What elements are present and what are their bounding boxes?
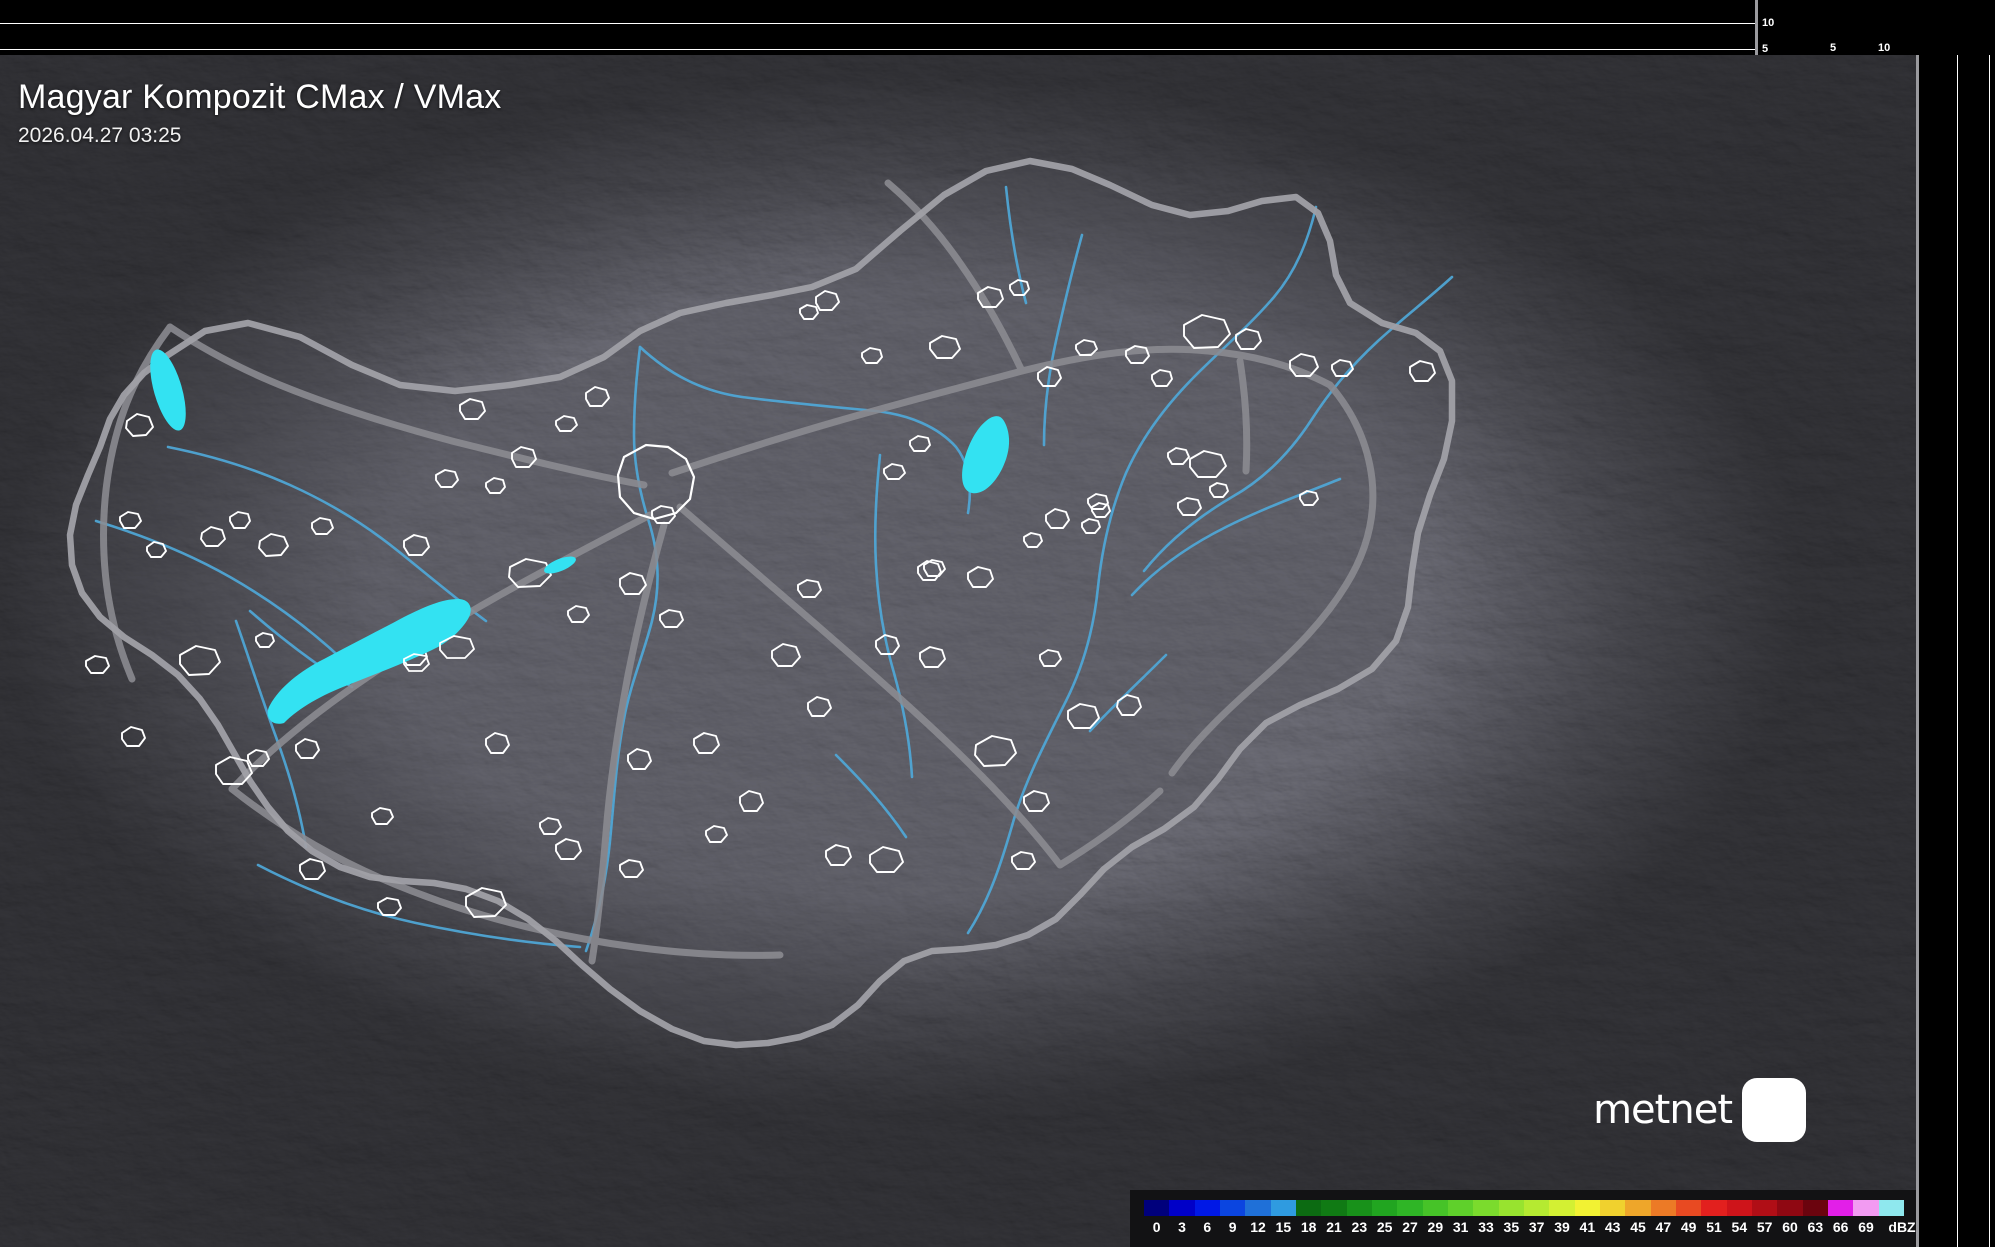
country-border (66, 157, 1456, 1049)
city-outline-layer (85, 279, 1436, 918)
dbz-swatch-45 (1625, 1200, 1651, 1216)
dbz-color-bar (1144, 1200, 1904, 1216)
dbz-tick-18: 18 (1300, 1219, 1317, 1235)
dbz-swatch-41 (1574, 1200, 1600, 1216)
corner-axis-label-h-10: 10 (1878, 42, 1891, 54)
dbz-swatch-12 (1245, 1200, 1271, 1216)
metnet-wordmark: metnet (1593, 1087, 1733, 1133)
dbz-unit-label: dBZ (1888, 1219, 1916, 1235)
dbz-tick-0: 0 (1152, 1219, 1161, 1235)
dbz-swatch-51 (1701, 1200, 1727, 1216)
dbz-tick-35: 35 (1503, 1219, 1520, 1235)
dbz-swatch-18 (1295, 1200, 1322, 1216)
corner-axis-label-v-5: 5 (1762, 43, 1769, 55)
dbz-swatch-max (1878, 1200, 1904, 1216)
corner-gridline-10 (0, 23, 1755, 24)
dbz-tick-23: 23 (1351, 1219, 1368, 1235)
map-vignette (0, 55, 1918, 1247)
title-block: Magyar Kompozit CMax / VMax 2026.04.27 0… (18, 77, 501, 149)
dbz-tick-41: 41 (1579, 1219, 1596, 1235)
lake-shore-towns (403, 635, 476, 672)
dbz-tick-51: 51 (1706, 1219, 1722, 1235)
dbz-tick-25: 25 (1376, 1219, 1393, 1235)
dbz-swatch-49 (1675, 1200, 1702, 1216)
dbz-swatch-47 (1650, 1200, 1676, 1216)
map-vector-layers (66, 157, 1456, 1049)
lake-ferto (150, 349, 186, 431)
dbz-swatch-54 (1726, 1200, 1752, 1216)
corner-axis-vertical (1755, 0, 1758, 55)
radar-map-canvas[interactable]: Magyar Kompozit CMax / VMax 2026.04.27 0… (0, 55, 1918, 1247)
dbz-swatch-15 (1270, 1200, 1296, 1216)
dbz-swatch-39 (1549, 1200, 1575, 1216)
dbz-swatch-0 (1144, 1200, 1170, 1216)
corner-gridline-h-10 (1989, 55, 1990, 1247)
metnet-app-badge[interactable] (1742, 1078, 1806, 1142)
dbz-swatch-57 (1751, 1200, 1778, 1216)
dbz-swatch-43 (1599, 1200, 1626, 1216)
corner-gridline-5 (0, 49, 1755, 50)
lake-tisza (962, 416, 1010, 494)
right-black-band (1918, 0, 1995, 1247)
timestamp-label: 2026.04.27 03:25 (18, 124, 182, 147)
dbz-swatch-9 (1219, 1200, 1246, 1216)
lake-layer (150, 349, 1010, 724)
dbz-tick-15: 15 (1275, 1219, 1292, 1235)
page-title: Magyar Kompozit CMax / VMax (18, 78, 502, 116)
dbz-tick-63: 63 (1807, 1219, 1824, 1235)
dbz-tick-54: 54 (1731, 1219, 1748, 1235)
dbz-tick-49: 49 (1680, 1219, 1697, 1235)
dbz-swatch-29 (1422, 1200, 1448, 1216)
corner-gridline-h-5 (1957, 55, 1958, 1247)
lake-velence (544, 556, 576, 574)
logo-text: metnet (1593, 1087, 1733, 1133)
dbz-swatch-60 (1777, 1200, 1803, 1216)
dbz-swatch-27 (1397, 1200, 1423, 1216)
map-right-edge (1916, 55, 1919, 1247)
dbz-swatch-33 (1473, 1200, 1499, 1216)
dbz-swatch-35 (1498, 1200, 1524, 1216)
dbz-tick-29: 29 (1427, 1219, 1444, 1235)
corner-axis-label-h-5: 5 (1830, 42, 1837, 54)
dbz-tick-12: 12 (1250, 1219, 1266, 1235)
lake-balaton (267, 599, 471, 724)
dbz-tick-66: 66 (1832, 1219, 1849, 1235)
dbz-color-scale-legend: 0 3 6 9 12 15 18 21 23 25 27 29 31 33 35 37 39 41 43 45 47 49… (1130, 1190, 1918, 1247)
capital-outline (616, 443, 696, 521)
dbz-tick-21: 21 (1326, 1219, 1342, 1235)
dbz-tick-43: 43 (1604, 1219, 1621, 1235)
top-black-band: 10 5 5 10 (0, 0, 1995, 55)
dbz-tick-45: 45 (1630, 1219, 1646, 1235)
dbz-tick-33: 33 (1478, 1219, 1494, 1235)
dbz-swatch-66 (1827, 1200, 1854, 1216)
corner-axis-label-v-10: 10 (1762, 17, 1775, 29)
dbz-tick-9: 9 (1228, 1219, 1237, 1235)
dbz-swatch-63 (1802, 1200, 1828, 1216)
dbz-swatch-6 (1194, 1200, 1220, 1216)
dbz-swatch-25 (1371, 1200, 1398, 1216)
dbz-tick-57: 57 (1756, 1219, 1773, 1235)
dbz-tick-3: 3 (1178, 1219, 1186, 1235)
dbz-tick-27: 27 (1402, 1219, 1418, 1235)
dbz-tick-labels: 0 3 6 9 12 15 18 21 23 25 27 29 31 33 35 37 39 41 43 45 47 49… (1130, 1218, 1918, 1242)
dbz-tick-37: 37 (1528, 1219, 1545, 1235)
dbz-tick-60: 60 (1782, 1219, 1798, 1235)
dbz-tick-47: 47 (1655, 1219, 1672, 1235)
dbz-swatch-21 (1321, 1200, 1347, 1216)
dbz-swatch-31 (1447, 1200, 1474, 1216)
dbz-swatch-69 (1853, 1200, 1879, 1216)
dbz-tick-31: 31 (1452, 1219, 1469, 1235)
dbz-tick-69: 69 (1858, 1219, 1874, 1235)
dbz-swatch-23 (1346, 1200, 1372, 1216)
metnet-logo[interactable]: metnet (1593, 1078, 1806, 1142)
dbz-swatch-37 (1523, 1200, 1550, 1216)
dbz-swatch-3 (1169, 1200, 1195, 1216)
dbz-tick-39: 39 (1554, 1219, 1570, 1235)
dbz-tick-6: 6 (1203, 1219, 1212, 1235)
